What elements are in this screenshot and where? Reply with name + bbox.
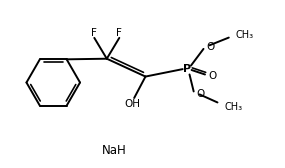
Text: F: F xyxy=(116,28,122,38)
Text: O: O xyxy=(206,41,215,52)
Text: P: P xyxy=(183,64,191,74)
Text: CH₃: CH₃ xyxy=(224,102,243,112)
Text: O: O xyxy=(208,71,216,81)
Text: OH: OH xyxy=(125,99,141,109)
Text: NaH: NaH xyxy=(102,144,127,157)
Text: CH₃: CH₃ xyxy=(236,30,254,40)
Text: F: F xyxy=(91,28,97,38)
Text: O: O xyxy=(197,89,205,99)
